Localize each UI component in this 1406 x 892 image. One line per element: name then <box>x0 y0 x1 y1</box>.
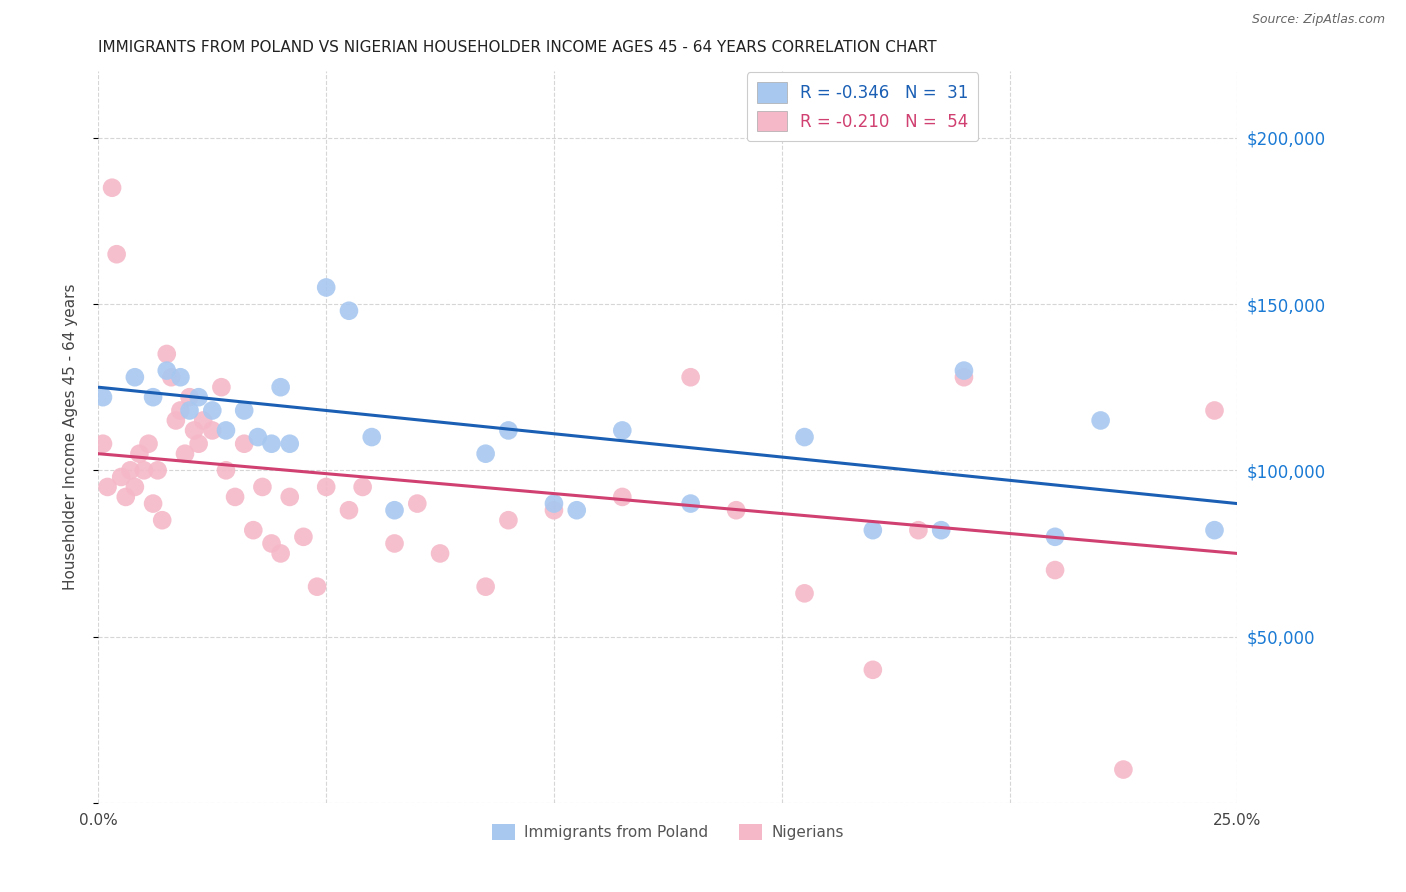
Point <box>224 490 246 504</box>
Point <box>315 480 337 494</box>
Point <box>128 447 150 461</box>
Point <box>725 503 748 517</box>
Point <box>233 436 256 450</box>
Point <box>907 523 929 537</box>
Point <box>246 430 269 444</box>
Point <box>612 424 634 438</box>
Point <box>187 436 209 450</box>
Point <box>1204 403 1226 417</box>
Point <box>270 380 292 394</box>
Point <box>142 390 165 404</box>
Point <box>292 530 315 544</box>
Point <box>474 580 496 594</box>
Point <box>215 424 238 438</box>
Point <box>862 523 884 537</box>
Point <box>278 436 301 450</box>
Point <box>498 513 520 527</box>
Point <box>96 480 118 494</box>
Point <box>132 463 155 477</box>
Point <box>183 424 205 438</box>
Point <box>150 513 173 527</box>
Text: IMMIGRANTS FROM POLAND VS NIGERIAN HOUSEHOLDER INCOME AGES 45 - 64 YEARS CORRELA: IMMIGRANTS FROM POLAND VS NIGERIAN HOUSE… <box>98 40 936 55</box>
Point <box>498 424 520 438</box>
Point <box>179 403 201 417</box>
Point <box>1112 763 1135 777</box>
Point <box>174 447 197 461</box>
Point <box>138 436 160 450</box>
Point <box>1043 563 1066 577</box>
Point <box>270 546 292 560</box>
Point <box>679 497 702 511</box>
Point <box>142 497 165 511</box>
Point <box>91 436 114 450</box>
Point <box>429 546 451 560</box>
Point <box>565 503 588 517</box>
Point <box>1090 413 1112 427</box>
Legend: Immigrants from Poland, Nigerians: Immigrants from Poland, Nigerians <box>486 818 849 847</box>
Point <box>201 403 224 417</box>
Point <box>315 280 337 294</box>
Point <box>384 536 406 550</box>
Point <box>187 390 209 404</box>
Point <box>233 403 256 417</box>
Point <box>929 523 952 537</box>
Point <box>169 370 191 384</box>
Point <box>156 347 179 361</box>
Point <box>1043 530 1066 544</box>
Point <box>124 480 146 494</box>
Point <box>793 430 815 444</box>
Y-axis label: Householder Income Ages 45 - 64 years: Householder Income Ages 45 - 64 years <box>63 284 77 591</box>
Point <box>165 413 187 427</box>
Point <box>337 503 360 517</box>
Point <box>406 497 429 511</box>
Point <box>953 370 976 384</box>
Point <box>337 303 360 318</box>
Point <box>543 503 565 517</box>
Point <box>360 430 382 444</box>
Point <box>862 663 884 677</box>
Point <box>679 370 702 384</box>
Point <box>120 463 142 477</box>
Point <box>105 247 128 261</box>
Point <box>146 463 169 477</box>
Point <box>215 463 238 477</box>
Point <box>91 390 114 404</box>
Point <box>307 580 329 594</box>
Point <box>160 370 183 384</box>
Point <box>201 424 224 438</box>
Point <box>474 447 496 461</box>
Point <box>242 523 264 537</box>
Point <box>179 390 201 404</box>
Text: Source: ZipAtlas.com: Source: ZipAtlas.com <box>1251 13 1385 27</box>
Point <box>953 363 976 377</box>
Point <box>110 470 132 484</box>
Point <box>260 436 283 450</box>
Point <box>384 503 406 517</box>
Point <box>169 403 191 417</box>
Point <box>612 490 634 504</box>
Point <box>193 413 215 427</box>
Point <box>252 480 274 494</box>
Point <box>260 536 283 550</box>
Point <box>1204 523 1226 537</box>
Point <box>156 363 179 377</box>
Point <box>124 370 146 384</box>
Point <box>114 490 136 504</box>
Point <box>793 586 815 600</box>
Point <box>352 480 374 494</box>
Point <box>543 497 565 511</box>
Point <box>101 180 124 194</box>
Point <box>278 490 301 504</box>
Point <box>209 380 232 394</box>
